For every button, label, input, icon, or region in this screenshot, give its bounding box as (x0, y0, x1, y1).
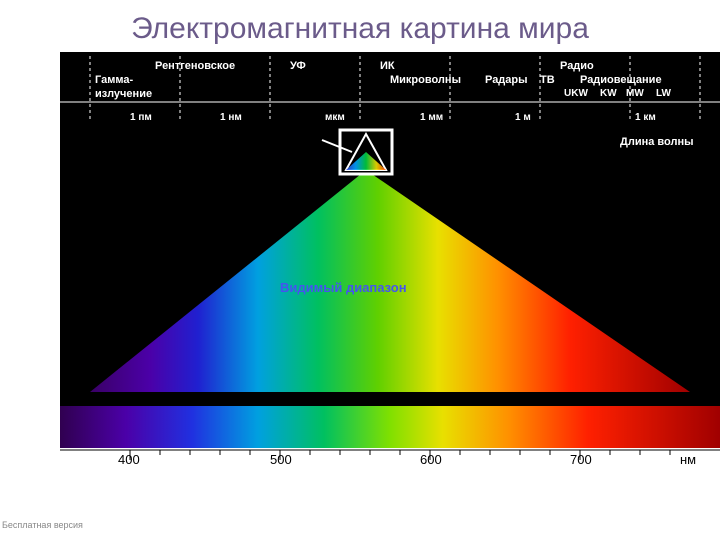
svg-text:нм: нм (680, 452, 696, 467)
svg-text:400: 400 (118, 452, 140, 467)
svg-text:LW: LW (656, 88, 672, 99)
svg-text:ИК: ИК (380, 60, 395, 72)
svg-text:мкм: мкм (325, 112, 345, 123)
svg-text:MW: MW (626, 88, 644, 99)
em-spectrum-diagram: 400 500 600 700 нм 1 пм 1 нм мкм 1 мм 1 м 1 км Рент… (60, 52, 720, 482)
title-text: Электромагнитная картина мира (0, 12, 720, 46)
svg-text:1 нм: 1 нм (220, 112, 242, 123)
svg-text:UKW: UKW (564, 88, 588, 99)
svg-text:1 м: 1 м (515, 112, 531, 123)
svg-text:Видимый диапазон: Видимый диапазон (280, 280, 407, 295)
svg-text:Радио: Радио (560, 60, 594, 72)
page-title: Электромагнитная картина мира (0, 0, 720, 52)
svg-text:ТВ: ТВ (540, 74, 555, 86)
svg-text:500: 500 (270, 452, 292, 467)
svg-text:600: 600 (420, 452, 442, 467)
svg-text:Гамма-: Гамма- (95, 74, 133, 86)
svg-text:Длина волны: Длина волны (620, 136, 694, 148)
svg-text:Рентгеновское: Рентгеновское (155, 60, 235, 72)
svg-text:излучение: излучение (95, 88, 152, 100)
svg-text:700: 700 (570, 452, 592, 467)
diagram-svg: 400 500 600 700 нм 1 пм 1 нм мкм 1 мм 1 м 1 км Рент… (60, 52, 720, 482)
svg-text:Радары: Радары (485, 74, 528, 86)
watermark: Бесплатная версия (2, 520, 83, 530)
svg-text:1 мм: 1 мм (420, 112, 443, 123)
svg-text:KW: KW (600, 88, 617, 99)
svg-text:1 пм: 1 пм (130, 112, 152, 123)
svg-text:УФ: УФ (290, 60, 306, 72)
svg-text:Микроволны: Микроволны (390, 74, 461, 86)
svg-text:1 км: 1 км (635, 112, 656, 123)
svg-text:Радиовещание: Радиовещание (580, 74, 662, 86)
